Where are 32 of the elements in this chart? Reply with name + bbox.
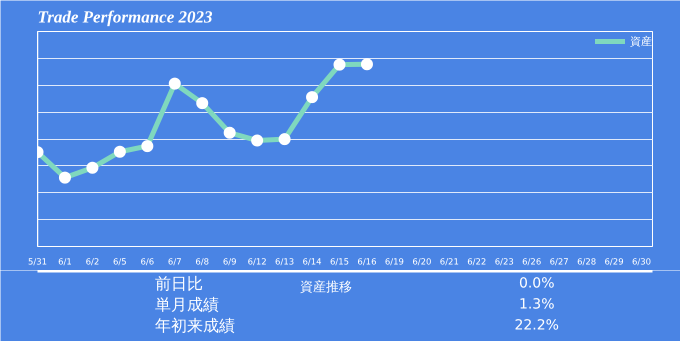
text: 前日比 — [155, 274, 204, 293]
x-tick-label: 6/19 — [384, 258, 404, 268]
text: 単月成績 — [155, 295, 220, 314]
x-tick-label: 6/30 — [632, 258, 652, 268]
text: 資産推移 — [300, 279, 352, 296]
x-tick-label: 6/26 — [522, 258, 542, 268]
x-tick-label: 6/15 — [330, 258, 350, 268]
x-tick-label: 6/22 — [467, 258, 486, 268]
x-tick-label: 6/2 — [86, 258, 100, 268]
x-tick-label: 6/7 — [168, 258, 182, 268]
x-tick-label: 6/29 — [604, 258, 624, 268]
x-tick-label: 6/12 — [248, 258, 267, 268]
text: 年初来成績 — [155, 316, 236, 335]
x-tick-label: 5/31 — [28, 258, 48, 268]
x-tick-label: 6/27 — [550, 258, 569, 268]
text: 1.3% — [518, 296, 555, 312]
x-tick-label: 6/6 — [140, 258, 154, 268]
x-tick-label: 6/13 — [275, 258, 294, 268]
chart-title: Trade Performance 2023 — [38, 8, 214, 26]
x-tick-label: 6/1 — [58, 258, 72, 268]
x-tick-label: 6/23 — [494, 258, 514, 268]
x-tick-label: 6/16 — [357, 258, 377, 268]
x-tick-label: 6/21 — [440, 258, 459, 268]
text: 22.2% — [514, 318, 559, 334]
text: 0.0% — [518, 276, 555, 292]
legend-label: 資産 — [630, 34, 652, 48]
x-tick-label: 6/8 — [195, 258, 210, 268]
x-tick-label: 6/5 — [113, 258, 127, 268]
x-tick-label: 6/28 — [577, 258, 596, 268]
x-tick-label: 6/20 — [412, 258, 432, 268]
x-tick-label: 6/14 — [302, 258, 322, 268]
x-tick-label: 6/9 — [222, 258, 237, 268]
